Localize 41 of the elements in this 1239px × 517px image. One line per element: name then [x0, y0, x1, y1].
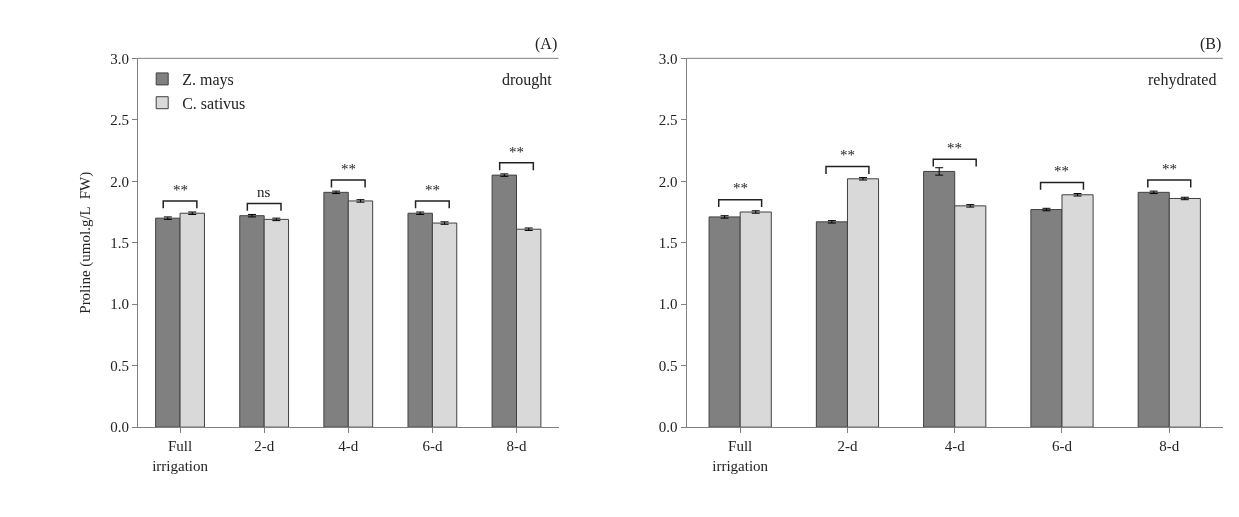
annotation: **: [425, 182, 440, 198]
annotation: rehydrated: [1148, 71, 1217, 89]
x-tick-label: Full irrigation: [712, 438, 769, 474]
y-tick-label: 3.0: [658, 50, 678, 67]
annotation: ns: [257, 184, 271, 200]
y-tick-label: 0.0: [110, 419, 129, 436]
legend-label: Z. mays: [182, 71, 234, 90]
y-tick-label: 2.5: [110, 112, 129, 129]
x-tick-label: 8-d: [506, 438, 527, 455]
annotation: **: [341, 161, 356, 177]
annotation: drought: [502, 71, 553, 89]
y-tick-label: 1.0: [110, 296, 129, 313]
y-tick-label: 1.5: [658, 234, 678, 251]
annotation: **: [509, 144, 524, 160]
y-tick-label: 1.5: [110, 234, 129, 251]
annotation: **: [1162, 161, 1177, 177]
y-tick-label: 3.0: [110, 50, 129, 67]
y-tick-label: 2.0: [658, 173, 678, 190]
x-tick-label: Full irrigation: [152, 438, 209, 474]
y-tick-label: 0.5: [110, 357, 129, 374]
annotation: **: [173, 182, 188, 198]
annotation: **: [840, 147, 855, 163]
text: (B): [1200, 35, 1222, 53]
x-tick-label: 2-d: [254, 438, 275, 455]
annotation: **: [1054, 163, 1069, 179]
annotation: **: [733, 180, 748, 196]
y-tick-label: 2.0: [110, 173, 129, 190]
x-tick-label: 4-d: [944, 438, 966, 455]
legend-label: C. sativus: [182, 94, 246, 112]
x-tick-label: 6-d: [422, 438, 443, 455]
y-tick-label: 0.0: [658, 419, 678, 436]
y-tick-label: 0.5: [658, 357, 678, 374]
x-tick-label: 4-d: [338, 438, 359, 455]
text: (A): [535, 35, 558, 53]
x-tick-label: 6-d: [1051, 438, 1073, 455]
x-tick-label: 2-d: [837, 438, 858, 455]
y-axis-title: Proline (umol.g/L FW): [77, 171, 95, 314]
y-tick-label: 1.0: [658, 296, 678, 313]
annotation: **: [947, 140, 962, 156]
x-tick-label: 8-d: [1159, 438, 1180, 455]
y-tick-label: 2.5: [658, 112, 678, 129]
